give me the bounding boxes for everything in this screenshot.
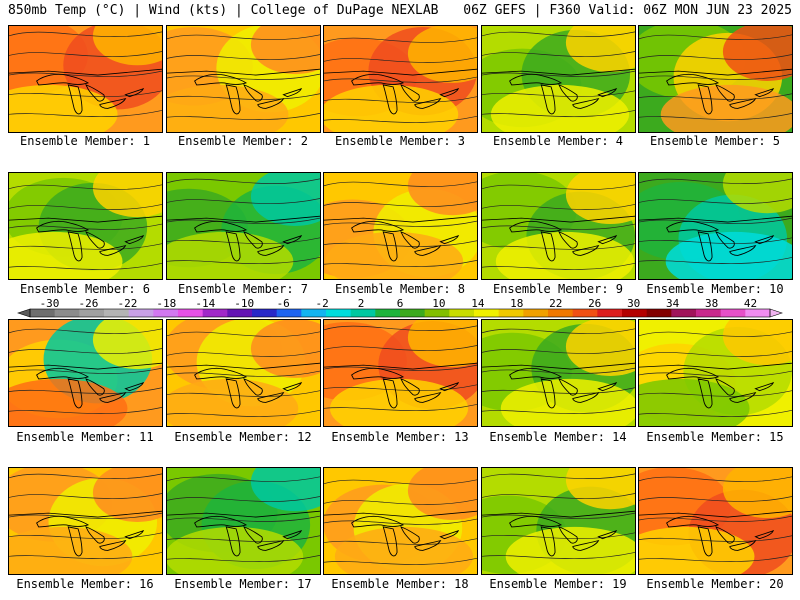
colorbar-segment [202, 309, 228, 317]
colorbar-segment [597, 309, 623, 317]
panel-caption: Ensemble Member: 8 [334, 282, 466, 296]
colorbar-tick-label: 42 [744, 297, 757, 310]
colorbar-segment [622, 309, 648, 317]
panel-caption: Ensemble Member: 20 [646, 577, 784, 591]
colorbar-tick-label: 30 [627, 297, 640, 310]
panel-caption: Ensemble Member: 6 [19, 282, 151, 296]
ensemble-member-map [166, 172, 321, 280]
ensemble-member-map [166, 25, 321, 133]
panel-caption: Ensemble Member: 12 [174, 430, 312, 444]
panel-caption: Ensemble Member: 11 [16, 430, 154, 444]
colorbar-tick-label: -26 [78, 297, 98, 310]
ensemble-member-map [8, 319, 163, 427]
panel-caption: Ensemble Member: 9 [492, 282, 624, 296]
chart-title: 850mb Temp (°C) | Wind (kts) | College o… [8, 3, 439, 18]
colorbar-segment [104, 309, 130, 317]
colorbar-segment [375, 309, 401, 317]
panel-caption: Ensemble Member: 5 [649, 134, 781, 148]
ensemble-member-map [481, 319, 636, 427]
ensemble-member-map [481, 467, 636, 575]
colorbar-segment [153, 309, 179, 317]
colorbar-segment [79, 309, 105, 317]
panel-caption: Ensemble Member: 10 [646, 282, 784, 296]
colorbar-segment [400, 309, 426, 317]
ensemble-member-map [166, 319, 321, 427]
colorbar-tick-label: -22 [117, 297, 137, 310]
colorbar-segment [720, 309, 746, 317]
panel-caption: Ensemble Member: 17 [174, 577, 312, 591]
colorbar-segment [424, 309, 450, 317]
ensemble-member-map [323, 172, 478, 280]
colorbar-segment [276, 309, 302, 317]
colorbar-tick-label: 38 [705, 297, 718, 310]
ensemble-member-map [323, 25, 478, 133]
colorbar-segment [252, 309, 278, 317]
ensemble-member-map [8, 25, 163, 133]
colorbar-segment [474, 309, 500, 317]
panel-caption: Ensemble Member: 15 [646, 430, 784, 444]
ensemble-member-map [638, 25, 793, 133]
colorbar-segment [178, 309, 204, 317]
panel-caption: Ensemble Member: 4 [492, 134, 624, 148]
colorbar-segment [745, 309, 771, 317]
panel-caption: Ensemble Member: 3 [334, 134, 466, 148]
colorbar-segment [326, 309, 352, 317]
ensemble-member-map [638, 172, 793, 280]
colorbar-segment [30, 309, 56, 317]
panel-caption: Ensemble Member: 16 [16, 577, 154, 591]
temperature-colorbar: -30 -26 -22 -18 -14 -10 -6 -2 2 6 10 14 18 22 26 30 34 38… [0, 296, 800, 320]
colorbar-segment [671, 309, 697, 317]
ensemble-member-map [481, 172, 636, 280]
colorbar-segment [646, 309, 672, 317]
colorbar-tick-label: 14 [471, 297, 485, 310]
colorbar-segment [449, 309, 475, 317]
panel-caption: Ensemble Member: 1 [19, 134, 151, 148]
colorbar-segment [572, 309, 598, 317]
ensemble-member-map [8, 467, 163, 575]
colorbar-tick-label: 2 [358, 297, 365, 310]
colorbar-tick-label: -2 [315, 297, 328, 310]
colorbar-tick-label: 34 [666, 297, 680, 310]
colorbar-segment [128, 309, 154, 317]
panel-caption: Ensemble Member: 18 [331, 577, 469, 591]
colorbar-tick-label: 22 [549, 297, 562, 310]
ensemble-member-map [8, 172, 163, 280]
run-info: 06Z GEFS | F360 Valid: 06Z MON JUN 23 20… [463, 3, 792, 18]
ensemble-member-map [323, 319, 478, 427]
colorbar-segment [523, 309, 549, 317]
colorbar-tick-label: 26 [588, 297, 601, 310]
colorbar-tick-label: 10 [432, 297, 445, 310]
colorbar-segment [498, 309, 524, 317]
colorbar-tick-label: -10 [234, 297, 254, 310]
colorbar-tick-label: 18 [510, 297, 523, 310]
colorbar-tick-label: -14 [195, 297, 215, 310]
colorbar-segment [350, 309, 376, 317]
ensemble-member-map [638, 319, 793, 427]
ensemble-member-map [166, 467, 321, 575]
colorbar-segment [54, 309, 80, 317]
colorbar-segment [696, 309, 722, 317]
panel-caption: Ensemble Member: 13 [331, 430, 469, 444]
ensemble-member-map [481, 25, 636, 133]
ensemble-member-map [323, 467, 478, 575]
colorbar-tick-label: -6 [277, 297, 290, 310]
colorbar-tick-label: -30 [40, 297, 60, 310]
panel-caption: Ensemble Member: 19 [489, 577, 627, 591]
panel-caption: Ensemble Member: 14 [489, 430, 627, 444]
ensemble-member-map [638, 467, 793, 575]
colorbar-segment [227, 309, 253, 317]
colorbar-segment [301, 309, 327, 317]
colorbar-tick-label: 6 [397, 297, 404, 310]
colorbar-segment [548, 309, 574, 317]
panel-caption: Ensemble Member: 2 [177, 134, 309, 148]
panel-caption: Ensemble Member: 7 [177, 282, 309, 296]
colorbar-tick-label: -18 [156, 297, 176, 310]
